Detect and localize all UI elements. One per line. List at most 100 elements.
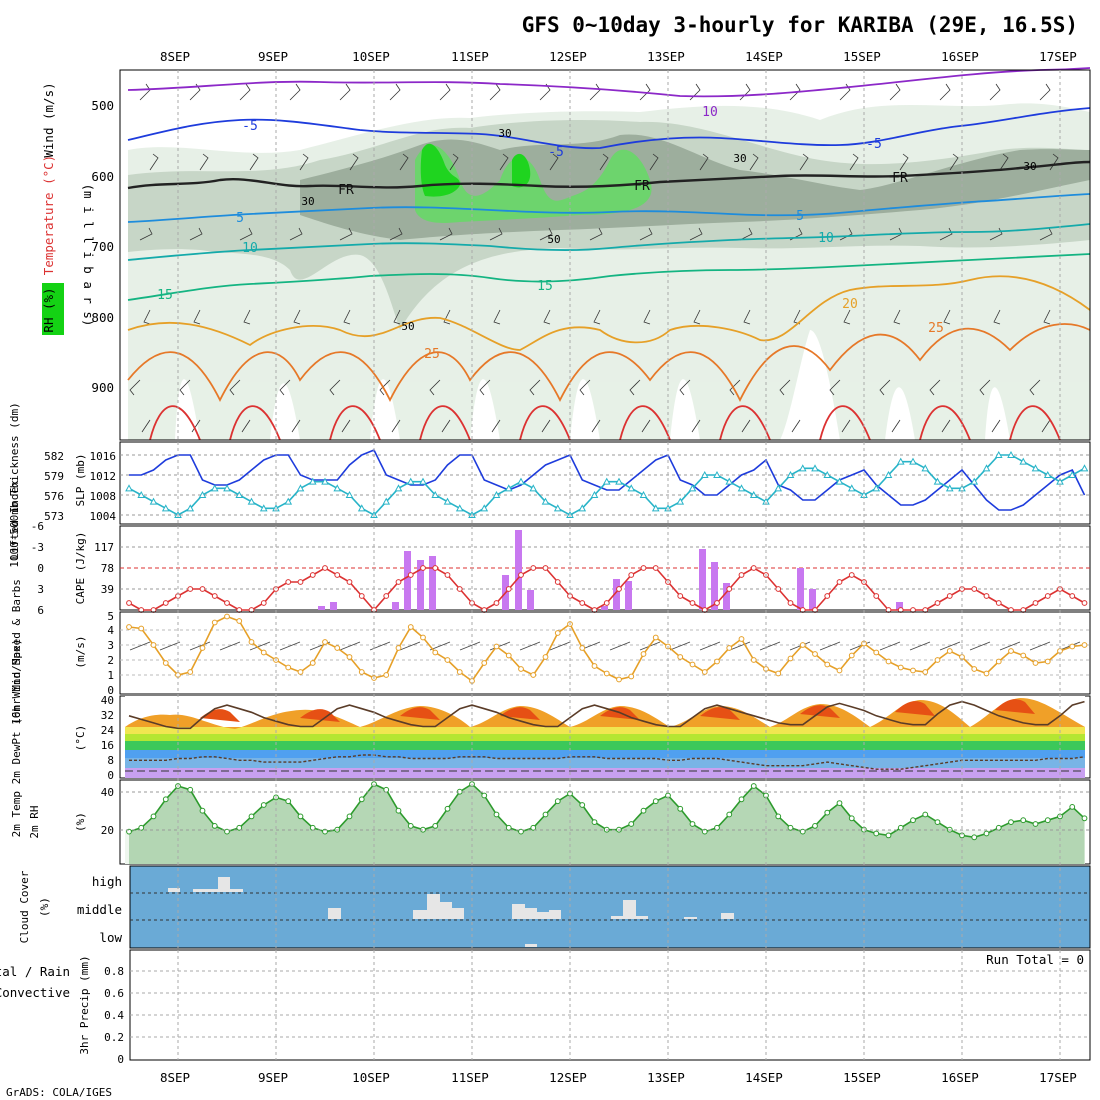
- wind10-point: [285, 664, 292, 671]
- rh2m-point: [812, 823, 818, 829]
- wind10-tick: 4: [107, 624, 114, 637]
- thickness-point: [615, 477, 623, 485]
- thickness-point: [590, 490, 599, 498]
- thickness-point: [933, 477, 942, 485]
- thickness-point: [786, 470, 795, 478]
- rh2m-point: [971, 834, 978, 841]
- thickness-point: [847, 484, 856, 492]
- thickness-point: [517, 477, 525, 485]
- contour-label: -5: [548, 145, 564, 160]
- lifted-index-point: [432, 565, 439, 571]
- thickness-point: [725, 477, 734, 485]
- thickness-point: [492, 490, 501, 498]
- thickness-point: [1019, 457, 1028, 465]
- pressure-tick: 700: [91, 239, 114, 254]
- rh-contour-label: 30: [1023, 160, 1036, 173]
- thickness-point: [602, 477, 611, 485]
- temp-hot-area: [200, 699, 1035, 722]
- cloud-high-bar: [193, 889, 218, 892]
- isotherm-20: [127, 275, 1091, 351]
- temp-color-bands: [125, 727, 1085, 778]
- thickness-axis-title: 1000-500mb Thickness (dm): [8, 402, 21, 568]
- thickness-point: [578, 504, 587, 512]
- lifted-index-point: [824, 593, 831, 599]
- cape-bar: [711, 562, 718, 610]
- wind10-point: [126, 624, 132, 630]
- wind10-frame: [119, 611, 1091, 695]
- thickness-point: [1080, 464, 1089, 472]
- thk-tick: 573: [44, 510, 64, 523]
- thickness-point: [284, 497, 293, 505]
- rh2m-point: [1008, 819, 1014, 825]
- wind10-point: [738, 636, 745, 642]
- cape-li-panel: -6 -3 0 3 6 117 78 39 Lifted Index CAPE …: [8, 480, 1091, 617]
- thickness-point: [149, 497, 158, 505]
- thickness-point: [994, 450, 1003, 458]
- rh2m-point: [297, 813, 304, 820]
- thickness-point: [749, 490, 758, 498]
- contour-label: 5: [236, 211, 244, 226]
- thickness-point: [125, 484, 133, 492]
- chart-title: GFS 0~10day 3-hourly for KARIBA (29E, 16…: [522, 13, 1078, 37]
- contour-label: -5: [866, 137, 882, 152]
- wind10-point: [1069, 643, 1076, 650]
- lifted-index-point: [689, 600, 696, 606]
- temp-tick: 8: [107, 754, 114, 767]
- wind10-point: [530, 672, 537, 678]
- date-label-top: 17SEP: [1039, 49, 1077, 64]
- isotherm-minus5: [127, 107, 1091, 150]
- cloud-high-bar: [218, 877, 230, 892]
- thickness-point: [345, 490, 354, 498]
- wind10-point: [934, 657, 941, 663]
- cloud-level-label: high: [92, 874, 122, 889]
- thickness-point: [443, 497, 452, 505]
- rh2m-point: [236, 824, 243, 831]
- li-tick: 6: [37, 604, 44, 617]
- date-label-bottom: 8SEP: [160, 1070, 190, 1085]
- rh2m-point: [248, 813, 255, 820]
- lifted-index-point: [1081, 600, 1088, 606]
- wind10-point: [493, 643, 500, 650]
- isotherm-25: [127, 323, 1091, 403]
- precip-gridlines: [130, 950, 1090, 1060]
- cape-bar: [601, 606, 608, 610]
- rh2m-point: [1032, 821, 1039, 827]
- date-label-top: 9SEP: [258, 49, 288, 64]
- wind10-tick: 1: [107, 669, 114, 682]
- rh2m-point: [897, 824, 904, 831]
- lifted-index-point: [395, 579, 402, 585]
- isotherm-30: [149, 405, 1061, 441]
- thk-tick: 576: [44, 490, 64, 503]
- wind10-point: [236, 618, 243, 624]
- wind10-unit: (m/s): [74, 635, 87, 668]
- wind10-point: [848, 652, 855, 659]
- rh2m-point: [162, 796, 169, 803]
- isotherm-freezing: [127, 160, 1091, 190]
- profile-frame: [119, 69, 1091, 441]
- cloud-panel: high middle low Cloud Cover (%): [18, 865, 1091, 949]
- rh2m-point: [1044, 817, 1051, 824]
- wind10-point: [640, 651, 647, 657]
- cloud-bars: [168, 877, 734, 947]
- thickness-point: [921, 464, 930, 472]
- thickness-point: [872, 484, 881, 492]
- date-label-top: 15SEP: [843, 49, 881, 64]
- contour-label: 20: [842, 297, 858, 312]
- pressure-tick: 800: [91, 310, 114, 325]
- rh2m-point: [309, 824, 316, 831]
- wind10-point: [701, 669, 708, 675]
- pressure-tick: 900: [91, 380, 114, 395]
- li-tick: 0: [37, 562, 44, 575]
- thickness-point: [737, 484, 746, 492]
- rh2m-point: [579, 802, 586, 808]
- rh-contour-label: 30: [498, 127, 511, 140]
- thickness-point: [259, 504, 268, 512]
- temperature-axis-title: Temperature (°C): [41, 155, 56, 275]
- temp-tick: 16: [101, 739, 114, 752]
- li-axis-title: Lifted Index: [8, 480, 21, 560]
- rh2m-point: [1069, 804, 1076, 810]
- thickness-point: [774, 484, 783, 492]
- wind10-point: [946, 648, 953, 654]
- slp-series: [125, 448, 1089, 518]
